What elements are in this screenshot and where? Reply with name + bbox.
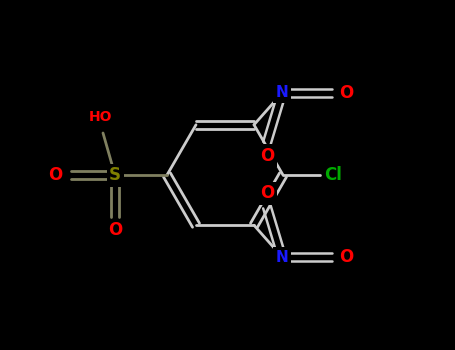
Text: O: O — [339, 84, 353, 102]
Text: O: O — [48, 166, 62, 184]
Text: O: O — [260, 147, 274, 165]
Text: O: O — [339, 248, 353, 266]
Text: N: N — [276, 85, 288, 100]
Text: O: O — [260, 184, 274, 202]
Text: O: O — [108, 221, 122, 239]
Text: N: N — [276, 250, 288, 265]
Text: S: S — [109, 166, 121, 184]
Text: Cl: Cl — [324, 166, 342, 184]
Text: HO: HO — [89, 110, 113, 124]
